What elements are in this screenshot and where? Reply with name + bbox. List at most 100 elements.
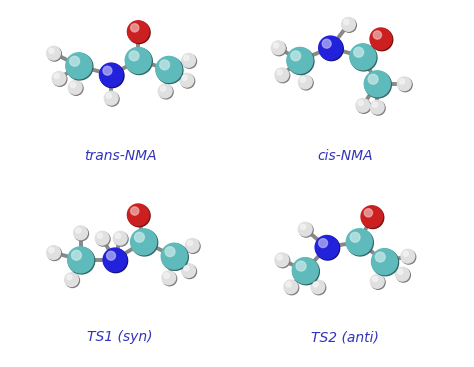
Circle shape	[354, 47, 364, 57]
Circle shape	[344, 19, 349, 25]
Circle shape	[272, 42, 286, 56]
Circle shape	[373, 31, 382, 39]
Circle shape	[187, 240, 192, 246]
Circle shape	[370, 28, 392, 50]
Circle shape	[319, 239, 328, 248]
Circle shape	[131, 229, 158, 256]
Circle shape	[298, 75, 312, 89]
Circle shape	[372, 249, 399, 276]
Circle shape	[54, 73, 59, 79]
Circle shape	[49, 248, 54, 253]
Circle shape	[277, 255, 282, 260]
Circle shape	[342, 18, 356, 31]
Circle shape	[275, 68, 289, 81]
Circle shape	[100, 63, 123, 87]
Circle shape	[371, 29, 393, 51]
Circle shape	[72, 250, 82, 260]
Circle shape	[165, 247, 175, 257]
Circle shape	[288, 48, 314, 75]
Circle shape	[184, 266, 189, 271]
Circle shape	[181, 74, 195, 88]
Circle shape	[371, 275, 385, 289]
Circle shape	[398, 78, 412, 92]
Circle shape	[128, 21, 149, 42]
Circle shape	[182, 264, 195, 277]
Circle shape	[131, 229, 156, 255]
Circle shape	[128, 21, 150, 44]
Circle shape	[293, 258, 319, 285]
Circle shape	[185, 239, 199, 252]
Circle shape	[104, 91, 118, 105]
Circle shape	[186, 239, 200, 253]
Circle shape	[375, 252, 385, 262]
Circle shape	[53, 72, 67, 86]
Circle shape	[47, 246, 60, 259]
Circle shape	[184, 55, 189, 61]
Circle shape	[131, 24, 139, 32]
Circle shape	[47, 47, 62, 61]
Circle shape	[292, 258, 318, 284]
Circle shape	[365, 71, 390, 97]
Circle shape	[69, 81, 83, 95]
Circle shape	[159, 85, 173, 99]
Circle shape	[105, 92, 119, 106]
Circle shape	[397, 77, 411, 91]
Circle shape	[66, 53, 92, 79]
Circle shape	[368, 75, 378, 84]
Circle shape	[76, 228, 81, 233]
Circle shape	[107, 251, 116, 260]
Circle shape	[67, 275, 72, 280]
Circle shape	[322, 39, 331, 48]
Circle shape	[311, 280, 325, 294]
Circle shape	[106, 93, 111, 98]
Circle shape	[68, 247, 95, 274]
Circle shape	[298, 222, 312, 236]
Circle shape	[47, 46, 60, 60]
Circle shape	[365, 72, 392, 98]
Circle shape	[161, 243, 187, 269]
Circle shape	[286, 282, 291, 287]
Circle shape	[342, 18, 356, 32]
Circle shape	[396, 268, 410, 282]
Circle shape	[319, 36, 342, 59]
Circle shape	[347, 229, 374, 256]
Circle shape	[182, 54, 195, 67]
Circle shape	[370, 100, 384, 114]
Circle shape	[96, 232, 110, 246]
Circle shape	[74, 227, 89, 241]
Circle shape	[160, 60, 170, 70]
Circle shape	[162, 244, 188, 270]
Circle shape	[356, 99, 370, 112]
Circle shape	[402, 250, 416, 264]
Circle shape	[313, 282, 318, 287]
Circle shape	[104, 249, 128, 273]
Circle shape	[114, 232, 128, 246]
Circle shape	[115, 233, 120, 239]
Circle shape	[182, 75, 187, 80]
Circle shape	[68, 247, 93, 273]
Circle shape	[276, 69, 290, 83]
Circle shape	[296, 261, 306, 271]
Circle shape	[284, 280, 298, 294]
Circle shape	[47, 247, 62, 261]
Circle shape	[312, 281, 326, 295]
Circle shape	[403, 251, 408, 257]
Circle shape	[371, 101, 385, 115]
Circle shape	[66, 54, 93, 80]
Circle shape	[319, 37, 343, 61]
Circle shape	[156, 57, 183, 84]
Circle shape	[125, 47, 151, 73]
Circle shape	[275, 253, 289, 267]
Circle shape	[131, 207, 139, 215]
Circle shape	[182, 265, 196, 279]
Circle shape	[135, 232, 145, 242]
Circle shape	[373, 276, 378, 281]
Text: cis-NMA: cis-NMA	[317, 149, 373, 163]
Circle shape	[100, 64, 124, 88]
Circle shape	[365, 209, 373, 217]
Circle shape	[350, 44, 377, 71]
Circle shape	[361, 206, 383, 228]
Circle shape	[299, 223, 313, 237]
Circle shape	[400, 79, 405, 84]
Circle shape	[97, 233, 102, 239]
